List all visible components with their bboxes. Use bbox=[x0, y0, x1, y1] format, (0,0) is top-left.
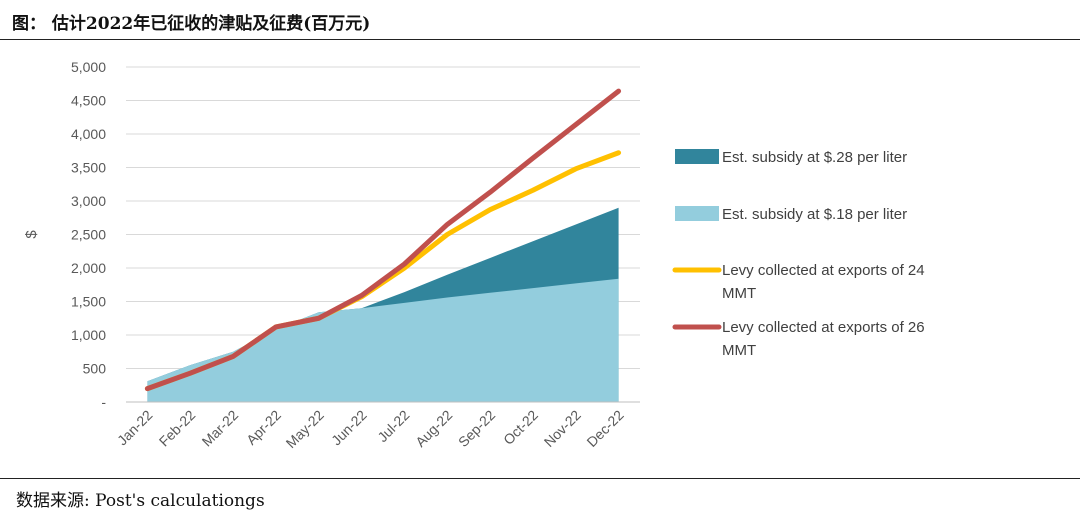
legend-label: MMT bbox=[722, 285, 756, 302]
y-tick-label: 4,000 bbox=[71, 126, 106, 142]
area-subsidy_18 bbox=[147, 278, 619, 402]
legend-label: Est. subsidy at $.18 per liter bbox=[722, 206, 907, 223]
x-tick-label: Apr-22 bbox=[243, 407, 284, 448]
line-levy_26 bbox=[144, 88, 622, 392]
x-tick-label: Feb-22 bbox=[156, 407, 199, 450]
chart: - 500 1,000 1,500 2,000 2,500 3,000 3,500 4,000 4… bbox=[23, 59, 925, 451]
y-axis-title: $ bbox=[23, 230, 40, 239]
legend-label: Levy collected at exports of 24 bbox=[722, 262, 925, 279]
y-tick-label: 2,000 bbox=[71, 260, 106, 276]
legend-swatch bbox=[675, 206, 719, 221]
y-tick-label: 1,000 bbox=[71, 327, 106, 343]
y-tick-label: 3,000 bbox=[71, 193, 106, 209]
y-tick-label: 2,500 bbox=[71, 227, 106, 243]
grid-lines bbox=[126, 66, 640, 369]
figure-header: 图： 估计2022年已征收的津贴及征费(百万元) bbox=[0, 0, 1080, 40]
y-tick-label: 500 bbox=[83, 361, 107, 377]
y-tick-label: 5,000 bbox=[71, 59, 106, 75]
x-tick-label: Nov-22 bbox=[541, 407, 584, 450]
y-tick-label: 3,500 bbox=[71, 160, 106, 176]
x-tick-label: Jan-22 bbox=[114, 407, 156, 449]
x-tick-label: Dec-22 bbox=[583, 407, 626, 450]
footer-divider bbox=[0, 478, 1080, 479]
x-tick-label: Jul-22 bbox=[374, 407, 412, 445]
legend-label: Est. subsidy at $.28 per liter bbox=[722, 149, 907, 166]
x-tick-label: Mar-22 bbox=[199, 407, 242, 450]
area-series bbox=[147, 207, 619, 402]
line-series bbox=[144, 88, 622, 392]
x-tick-label: May-22 bbox=[283, 407, 327, 451]
legend-swatch bbox=[675, 149, 719, 164]
data-source: 数据来源: Post's calculationgs bbox=[16, 491, 265, 511]
y-tick-label: 4,500 bbox=[71, 93, 106, 109]
legend: Est. subsidy at $.28 per liter Est. subsi… bbox=[672, 149, 925, 359]
x-tick-label: Sep-22 bbox=[455, 407, 498, 450]
legend-label: MMT bbox=[722, 342, 756, 359]
figure-title: 图： 估计2022年已征收的津贴及征费(百万元) bbox=[12, 14, 371, 34]
x-tick-label: Aug-22 bbox=[412, 407, 455, 450]
y-tick-label: 1,500 bbox=[71, 294, 106, 310]
legend-label: Levy collected at exports of 26 bbox=[722, 319, 925, 336]
x-tick-label: Jun-22 bbox=[328, 407, 370, 449]
y-tick-label: - bbox=[101, 394, 106, 410]
x-tick-label: Oct-22 bbox=[500, 407, 541, 448]
